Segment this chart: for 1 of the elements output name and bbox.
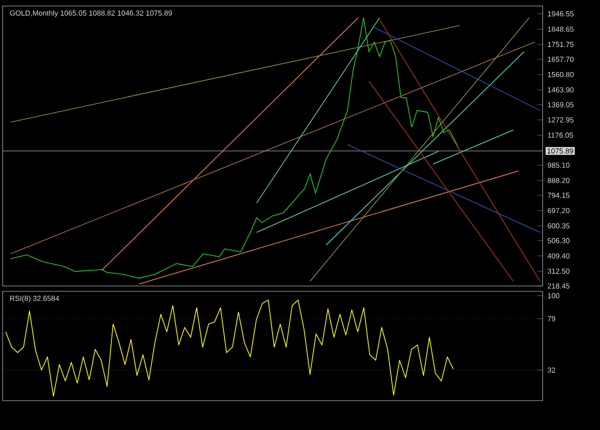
line-series <box>10 17 460 279</box>
